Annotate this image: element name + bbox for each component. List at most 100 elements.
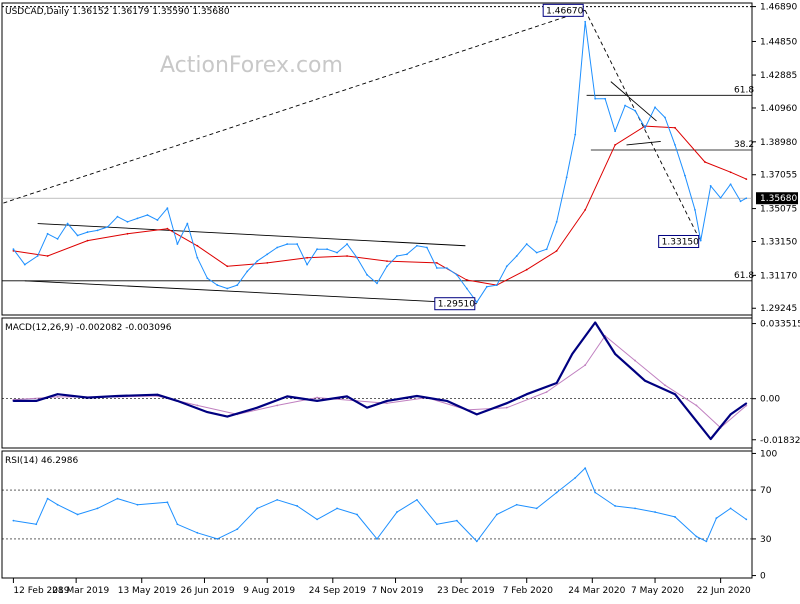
ma-line-point xyxy=(126,232,129,235)
rsi-y-tick-label: 100 xyxy=(760,449,777,459)
x-tick-label: 24 Sep 2019 xyxy=(309,586,366,596)
price-panel-frame xyxy=(1,2,753,316)
annotation-label: 1.46670 xyxy=(546,6,583,16)
rsi-panel-title: RSI(14) 46.2986 xyxy=(5,456,78,466)
rsi-line-point xyxy=(495,513,498,516)
rsi-line-point xyxy=(634,507,636,510)
series-layer xyxy=(12,20,748,543)
x-tick-label: 12 Feb 2019 xyxy=(13,586,69,596)
rsi-line-point xyxy=(574,476,577,479)
price-line-point xyxy=(729,183,732,186)
price-line-point xyxy=(525,243,528,245)
rsi-line-point xyxy=(166,501,169,504)
macd-line-point xyxy=(386,400,388,402)
rsi-line-point xyxy=(745,518,748,521)
macd-line-point xyxy=(555,382,558,384)
price-line-point xyxy=(276,246,279,249)
price-line-point xyxy=(12,248,15,251)
price-y-tick-label: 1.42885 xyxy=(760,71,797,81)
price-line-point xyxy=(376,282,378,285)
macd-signal-line-point xyxy=(56,395,59,398)
ma-line-point xyxy=(46,255,49,257)
price-line-point xyxy=(336,251,338,254)
ma-line-point xyxy=(704,161,706,163)
price-line-point xyxy=(684,174,686,177)
x-tick-label: 13 May 2019 xyxy=(118,586,177,596)
price-y-tick-label: 1.31170 xyxy=(760,271,797,281)
macd-signal-line xyxy=(13,335,747,429)
price-line-point xyxy=(316,248,319,251)
annotation-box xyxy=(658,234,700,248)
rsi-line-point xyxy=(12,519,15,522)
price-line-point xyxy=(136,217,139,220)
rsi-line-point xyxy=(455,519,458,522)
price-line-point xyxy=(396,255,398,257)
price-line-point xyxy=(266,253,269,256)
price-line-point xyxy=(156,219,159,222)
price-line-point xyxy=(555,220,558,223)
price-line-point xyxy=(455,273,458,276)
macd-line-point xyxy=(286,395,289,398)
rsi-line-point xyxy=(594,491,597,494)
price-line-point xyxy=(535,251,538,254)
price-line-point xyxy=(406,253,408,256)
macd-line-point xyxy=(505,402,508,405)
price-line-point xyxy=(694,208,696,211)
price-line-point xyxy=(485,285,488,288)
ma-line-point xyxy=(266,261,269,264)
price-line-point xyxy=(306,263,309,266)
price-line-point xyxy=(326,248,328,251)
rsi-line-point xyxy=(695,535,698,538)
macd-line-point xyxy=(644,379,646,382)
macd-line-point xyxy=(729,413,732,416)
macd-line-point xyxy=(346,395,348,398)
rsi-line-point xyxy=(56,503,59,506)
macd-line-point xyxy=(614,352,617,355)
price-line-point xyxy=(116,215,119,218)
rsi-line-point xyxy=(336,507,338,510)
macd-y-tick-label: 0.033515 xyxy=(760,320,800,330)
rsi-line-point xyxy=(555,491,558,494)
ma-line-point xyxy=(584,208,587,211)
rsi-line-point xyxy=(35,523,38,526)
rsi-line-point xyxy=(236,528,239,531)
x-tick-label: 26 Jun 2019 xyxy=(180,586,234,596)
rsi-line-point xyxy=(216,538,219,540)
price-line-point xyxy=(226,287,229,290)
price-line-point xyxy=(719,196,722,199)
macd-line-point xyxy=(525,393,528,396)
rsi-line-point xyxy=(176,523,179,526)
price-line-point xyxy=(166,207,169,210)
macd-line-point xyxy=(709,438,712,440)
macd-line-point xyxy=(475,413,478,416)
price-line-point xyxy=(196,256,199,259)
price-line-point xyxy=(699,239,702,242)
price-line-point xyxy=(246,270,249,273)
macd-line-point xyxy=(445,400,448,402)
rsi-line-point xyxy=(316,518,319,521)
ma-line-point xyxy=(525,268,528,271)
price-line-point xyxy=(236,284,239,286)
x-tick-label: 22 Jun 2020 xyxy=(697,586,751,596)
price-line-point xyxy=(604,97,607,100)
trendline xyxy=(610,81,657,122)
price-line-point xyxy=(584,20,587,23)
rsi-line xyxy=(13,467,747,542)
price-line-point xyxy=(515,255,518,257)
price-line-point xyxy=(674,143,676,146)
grid-lines xyxy=(2,6,752,540)
macd-signal-line-point xyxy=(745,404,748,407)
macd-signal-line-point xyxy=(386,402,388,405)
price-line-point xyxy=(86,231,89,233)
price-y-tick-label: 1.40960 xyxy=(760,104,797,114)
rsi-line-point xyxy=(416,498,418,501)
rsi-line-point xyxy=(515,503,518,506)
rsi-line-point xyxy=(654,511,656,513)
macd-y-tick-label: 0.00 xyxy=(760,395,780,405)
price-line-point xyxy=(624,104,626,107)
price-line-point xyxy=(176,243,179,245)
price-line-point xyxy=(346,243,348,245)
trendline xyxy=(626,141,661,146)
price-y-tick-label: 1.46890 xyxy=(760,3,797,13)
